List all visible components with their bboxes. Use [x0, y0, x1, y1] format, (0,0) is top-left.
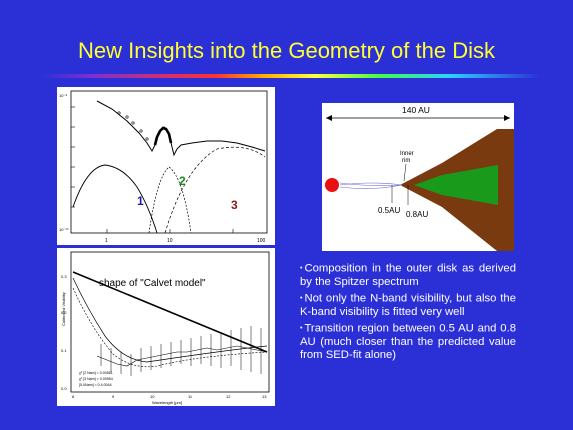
- bullet-2: Not only the N-band visibility, but also…: [300, 292, 516, 319]
- sed-spectrum: [153, 126, 173, 146]
- bullet-list: Composition in the outer disk as derived…: [300, 262, 516, 365]
- vis-x-tick-9: 9: [112, 394, 115, 399]
- sed-plot-panel: 1 10 100 10⁻⁸ 10⁻¹⁰ 1 2 3: [57, 87, 275, 245]
- sed-label-3: 3: [231, 198, 238, 212]
- vis-x-axis-label: Wavelength [μm]: [152, 400, 182, 405]
- sed-data-points: [117, 111, 149, 141]
- vis-y-tick-00: 0.0: [61, 386, 67, 391]
- sed-stellar-component: [72, 164, 158, 234]
- label-05au: 0.5AU: [378, 206, 400, 215]
- vis-y-tick-01: 0.1: [61, 348, 67, 353]
- vis-y-tick-03: 0.3: [61, 274, 67, 279]
- sed-total-curve: [96, 100, 266, 157]
- sed-plot-frame: [70, 90, 268, 234]
- vis-plot-frame: [70, 251, 270, 393]
- vis-model-curve-1: [72, 277, 268, 363]
- inner-rim-label-2: rim: [402, 158, 410, 164]
- scale-arrow-right: [504, 115, 510, 121]
- sed-x-tick-10: 10: [167, 238, 173, 244]
- vis-y-axis-label: Calibrated Visibility: [61, 292, 66, 326]
- inner-rim-pointer: [403, 163, 407, 182]
- calvet-model-line: [72, 271, 268, 353]
- visibility-plot: Calibrated Visibility 0.3 0.2 0.1 0.0 8 …: [61, 251, 270, 405]
- scale-arrow-left: [326, 115, 332, 121]
- sed-plot: 1 10 100 10⁻⁸ 10⁻¹⁰ 1 2 3: [59, 90, 268, 244]
- bullet-1: Composition in the outer disk as derived…: [300, 262, 516, 289]
- inner-gas-stream: [339, 182, 403, 189]
- geometry-diagram: 140 AU Inner rim 0.5AU 0.8AU: [325, 105, 514, 251]
- scale-label: 140 AU: [402, 105, 430, 115]
- vis-x-tick-10: 10: [150, 394, 155, 399]
- central-star: [325, 178, 339, 192]
- vis-y-tick-02: 0.2: [61, 310, 67, 315]
- vis-x-tick-8: 8: [72, 394, 75, 399]
- sed-y-tick-bottom: 10⁻¹⁰: [59, 227, 69, 232]
- vis-data-error-bars: [100, 326, 262, 376]
- sed-label-1: 1: [137, 194, 144, 208]
- sed-x-tick-1: 1: [105, 238, 108, 244]
- sed-disk-component: [164, 146, 266, 234]
- rainbow-divider: [40, 74, 540, 78]
- calvet-annotation: shape of "Calvet model": [99, 278, 206, 289]
- inner-disk-region: [414, 165, 498, 205]
- slide-title: New Insights into the Geometry of the Di…: [78, 38, 495, 63]
- sed-rim-component: [148, 166, 192, 234]
- vis-x-tick-12: 12: [226, 394, 231, 399]
- vis-legend-3: [5.0Nam] = 0.4.0044: [79, 383, 112, 387]
- vis-data-line: [96, 345, 268, 367]
- bullet-3: Transition region between 0.5 AU and 0.8…: [300, 322, 516, 362]
- inner-rim-label-1: Inner: [400, 151, 414, 157]
- geometry-diagram-panel: 140 AU Inner rim 0.5AU 0.8AU: [322, 103, 514, 251]
- vis-model-curve-2: [72, 287, 268, 368]
- sed-label-2: 2: [179, 174, 186, 188]
- sed-x-tick-100: 100: [257, 238, 266, 244]
- vis-x-tick-13: 13: [262, 394, 267, 399]
- visibility-plot-panel: Calibrated Visibility 0.3 0.2 0.1 0.0 8 …: [57, 248, 275, 406]
- sed-ticks: [71, 106, 234, 233]
- vis-legend-1: χ² [2 Nam] = 0.00561: [79, 371, 113, 375]
- label-08au: 0.8AU: [406, 210, 428, 219]
- vis-x-tick-11: 11: [188, 394, 193, 399]
- vis-legend-2: χ² [3 Nam] = 0.00954: [79, 377, 113, 381]
- sed-y-tick-top: 10⁻⁸: [59, 93, 68, 98]
